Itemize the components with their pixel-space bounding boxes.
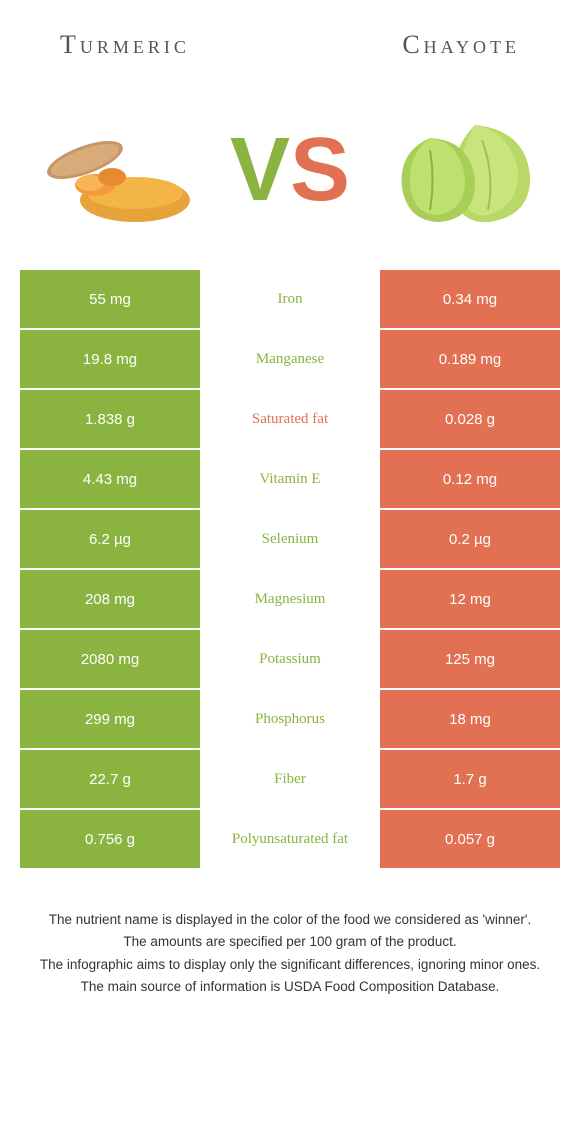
value-left: 22.7 g [20, 750, 200, 808]
footer-line: The main source of information is USDA F… [30, 977, 550, 997]
value-right: 125 mg [380, 630, 560, 688]
value-left: 1.838 g [20, 390, 200, 448]
value-left: 55 mg [20, 270, 200, 328]
vs-label: VS [230, 119, 350, 222]
value-left: 6.2 µg [20, 510, 200, 568]
hero-row: VS [10, 90, 570, 270]
footer-notes: The nutrient name is displayed in the co… [10, 870, 570, 997]
table-row: 6.2 µgSelenium0.2 µg [20, 510, 560, 568]
footer-line: The amounts are specified per 100 gram o… [30, 932, 550, 952]
value-right: 12 mg [380, 570, 560, 628]
nutrient-label: Manganese [200, 330, 380, 388]
food-title-left: Turmeric [60, 30, 190, 60]
value-left: 299 mg [20, 690, 200, 748]
value-right: 0.189 mg [380, 330, 560, 388]
value-right: 0.2 µg [380, 510, 560, 568]
value-right: 0.34 mg [380, 270, 560, 328]
table-row: 2080 mgPotassium125 mg [20, 630, 560, 688]
value-right: 18 mg [380, 690, 560, 748]
nutrient-label: Polyunsaturated fat [200, 810, 380, 868]
nutrient-table: 55 mgIron0.34 mg19.8 mgManganese0.189 mg… [10, 270, 570, 868]
table-row: 1.838 gSaturated fat0.028 g [20, 390, 560, 448]
nutrient-label: Phosphorus [200, 690, 380, 748]
table-row: 299 mgPhosphorus18 mg [20, 690, 560, 748]
value-right: 0.057 g [380, 810, 560, 868]
table-row: 4.43 mgVitamin E0.12 mg [20, 450, 560, 508]
footer-line: The infographic aims to display only the… [30, 955, 550, 975]
header: Turmeric Chayote [10, 20, 570, 90]
nutrient-label: Magnesium [200, 570, 380, 628]
vs-s-letter: S [290, 119, 350, 222]
table-row: 22.7 gFiber1.7 g [20, 750, 560, 808]
footer-line: The nutrient name is displayed in the co… [30, 910, 550, 930]
value-right: 1.7 g [380, 750, 560, 808]
table-row: 55 mgIron0.34 mg [20, 270, 560, 328]
nutrient-label: Potassium [200, 630, 380, 688]
turmeric-image [40, 110, 200, 230]
value-left: 19.8 mg [20, 330, 200, 388]
nutrient-label: Saturated fat [200, 390, 380, 448]
nutrient-label: Vitamin E [200, 450, 380, 508]
vs-v-letter: V [230, 119, 290, 222]
table-row: 208 mgMagnesium12 mg [20, 570, 560, 628]
nutrient-label: Iron [200, 270, 380, 328]
value-left: 208 mg [20, 570, 200, 628]
nutrient-label: Fiber [200, 750, 380, 808]
table-row: 0.756 gPolyunsaturated fat0.057 g [20, 810, 560, 868]
chayote-image [380, 110, 540, 230]
food-title-right: Chayote [402, 30, 520, 60]
nutrient-label: Selenium [200, 510, 380, 568]
value-left: 2080 mg [20, 630, 200, 688]
table-row: 19.8 mgManganese0.189 mg [20, 330, 560, 388]
value-left: 0.756 g [20, 810, 200, 868]
value-left: 4.43 mg [20, 450, 200, 508]
value-right: 0.028 g [380, 390, 560, 448]
value-right: 0.12 mg [380, 450, 560, 508]
